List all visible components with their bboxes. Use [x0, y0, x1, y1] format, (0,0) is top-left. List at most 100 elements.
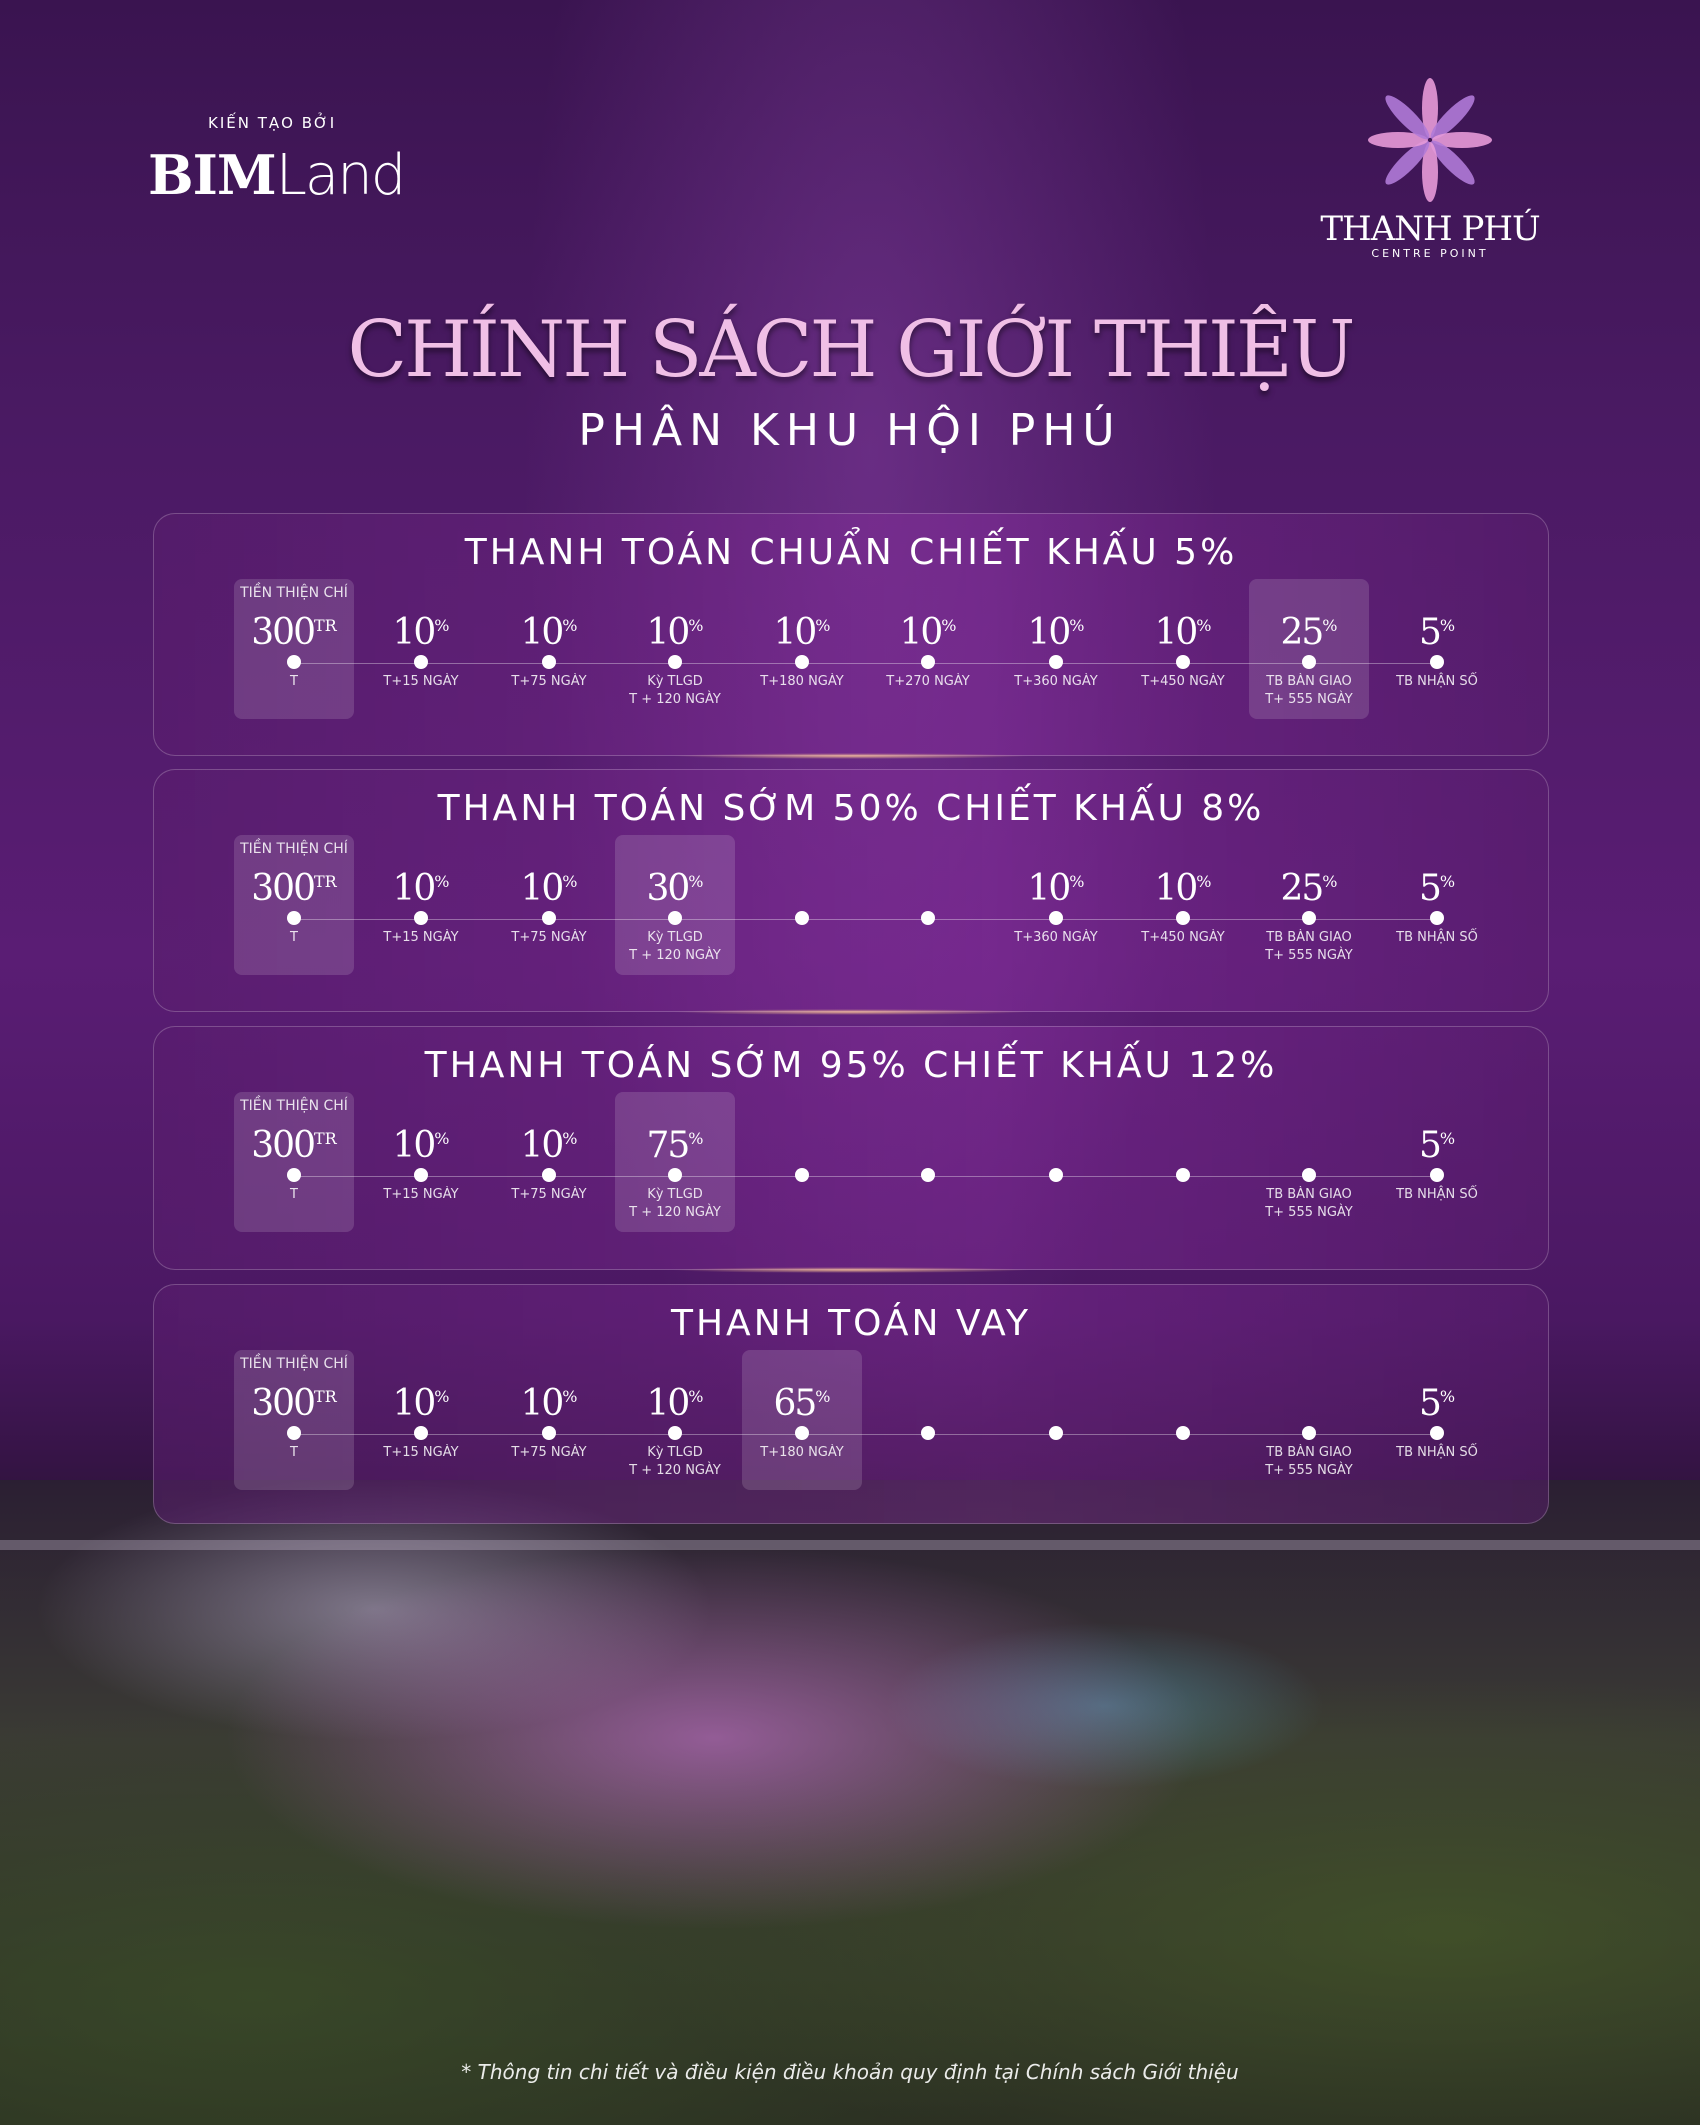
payment-step: 5% TB NHẬN SỔ: [1377, 579, 1497, 719]
payment-step: TIỀN THIỆN CHÍ 300TR T: [234, 579, 354, 719]
step-value: 10%: [1154, 612, 1212, 653]
card-glow: [671, 753, 1031, 759]
payment-step: 10% T+75 NGÀY: [489, 1350, 609, 1490]
timeline-dot: [921, 911, 935, 925]
timeline-dot: [1302, 1168, 1316, 1182]
timeline-dot: [795, 911, 809, 925]
step-label: T+360 NGÀY: [1014, 930, 1098, 945]
payment-step: TB BÀN GIAO T+ 555 NGÀY: [1249, 1350, 1369, 1490]
payment-step: 25% TB BÀN GIAO T+ 555 NGÀY: [1249, 835, 1369, 975]
petal: [1368, 132, 1428, 148]
step-label: T+75 NGÀY: [511, 930, 587, 945]
step-label: T+75 NGÀY: [511, 1445, 587, 1460]
timeline-dot: [287, 1426, 301, 1440]
payment-step: 10% T+75 NGÀY: [489, 1092, 609, 1232]
payment-step: 5% TB NHẬN SỔ: [1377, 835, 1497, 975]
step-value: 5%: [1418, 1125, 1456, 1166]
payment-plan-card: THANH TOÁN SỚM 50% CHIẾT KHẤU 8% TIỀN THI…: [153, 769, 1549, 1015]
plan-title: THANH TOÁN SỚM 95% CHIẾT KHẤU 12%: [424, 1045, 1278, 1086]
timeline-dot: [1302, 655, 1316, 669]
petal: [1385, 95, 1430, 140]
timeline-dot: [1430, 655, 1444, 669]
step-value: [1249, 1116, 1369, 1162]
step-value: 10%: [520, 868, 578, 909]
step-label: TB NHẬN SỔ: [1396, 674, 1478, 689]
payment-step: [742, 1092, 862, 1232]
step-value: [1249, 1374, 1369, 1420]
step-label: T+15 NGÀY: [383, 674, 459, 689]
step-label: T+180 NGÀY: [760, 1445, 844, 1460]
timeline-dot: [414, 655, 428, 669]
payment-step: TB BÀN GIAO T+ 555 NGÀY: [1249, 1092, 1369, 1232]
step-label: T+75 NGÀY: [511, 1187, 587, 1202]
payment-step: 10% T+75 NGÀY: [489, 835, 609, 975]
step-value: 10%: [1027, 868, 1085, 909]
step-label: Kỳ TLGD T + 120 NGÀY: [629, 930, 721, 963]
timeline-dot: [1430, 1168, 1444, 1182]
step-label: TB NHẬN SỔ: [1396, 1445, 1478, 1460]
timeline-dot: [668, 911, 682, 925]
step-value: 10%: [392, 1383, 450, 1424]
step-label: T+15 NGÀY: [383, 1187, 459, 1202]
step-label: T: [290, 1445, 298, 1460]
step-value: 5%: [1418, 612, 1456, 653]
payment-step: 65% T+180 NGÀY: [742, 1350, 862, 1490]
timeline-dot: [1176, 655, 1190, 669]
payment-step: 10% T+180 NGÀY: [742, 579, 862, 719]
step-value: 5%: [1418, 868, 1456, 909]
step-label: T: [290, 674, 298, 689]
thanh-phu-logo: THANH PHÚ CENTRE POINT: [1310, 75, 1550, 260]
timeline-dot: [287, 911, 301, 925]
timeline-dot: [1302, 911, 1316, 925]
petal: [1422, 78, 1438, 138]
plan-title: THANH TOÁN CHUẨN CHIẾT KHẤU 5%: [464, 532, 1238, 573]
step-label: Kỳ TLGD T + 120 NGÀY: [629, 1187, 721, 1220]
payment-step: [996, 1350, 1116, 1490]
timeline-dot: [414, 911, 428, 925]
step-label: T+360 NGÀY: [1014, 674, 1098, 689]
payment-step: [868, 835, 988, 975]
timeline-dot: [1049, 1426, 1063, 1440]
payment-step: 5% TB NHẬN SỔ: [1377, 1092, 1497, 1232]
payment-step: 10% T+450 NGÀY: [1123, 835, 1243, 975]
step-label: TB BÀN GIAO T+ 555 NGÀY: [1265, 1445, 1353, 1478]
payment-step: [742, 835, 862, 975]
step-value: 10%: [392, 1125, 450, 1166]
step-value: 5%: [1418, 1383, 1456, 1424]
payment-step: 10% T+15 NGÀY: [361, 1350, 481, 1490]
payment-step: 10% Kỳ TLGD T + 120 NGÀY: [615, 1350, 735, 1490]
step-value: 10%: [520, 612, 578, 653]
step-value: 10%: [773, 612, 831, 653]
step-label: T+450 NGÀY: [1141, 930, 1225, 945]
timeline-dot: [921, 1426, 935, 1440]
card-glow: [671, 1267, 1031, 1273]
timeline-dot: [1049, 1168, 1063, 1182]
payment-step: 10% T+270 NGÀY: [868, 579, 988, 719]
timeline-dot: [921, 655, 935, 669]
timeline-dot: [1430, 1426, 1444, 1440]
payment-step: 10% Kỳ TLGD T + 120 NGÀY: [615, 579, 735, 719]
step-value: [996, 1374, 1116, 1420]
step-value: 10%: [646, 612, 704, 653]
step-label: T: [290, 930, 298, 945]
built-by-label: KIẾN TẠO BỞI: [208, 114, 337, 132]
aerial-city-image: [0, 1480, 1700, 2125]
timeline-dot: [795, 655, 809, 669]
timeline-dot: [414, 1426, 428, 1440]
petal: [1430, 140, 1475, 185]
petal: [1432, 132, 1492, 148]
step-value: 75%: [646, 1125, 704, 1166]
step-value: [868, 1116, 988, 1162]
timeline-line: [294, 1434, 1438, 1435]
step-value: 30%: [646, 868, 704, 909]
payment-plan-card: THANH TOÁN VAY TIỀN THIỆN CHÍ 300TR T 10% T+1…: [153, 1284, 1549, 1524]
step-label: T+15 NGÀY: [383, 1445, 459, 1460]
step-value: 300TR: [251, 1125, 337, 1166]
step-label: Kỳ TLGD T + 120 NGÀY: [629, 1445, 721, 1478]
bimland-logo: BIMLand: [148, 143, 406, 208]
timeline-dot: [668, 655, 682, 669]
timeline-dot: [668, 1168, 682, 1182]
step-value: 10%: [520, 1125, 578, 1166]
step-label: T+450 NGÀY: [1141, 674, 1225, 689]
payment-step: 25% TB BÀN GIAO T+ 555 NGÀY: [1249, 579, 1369, 719]
